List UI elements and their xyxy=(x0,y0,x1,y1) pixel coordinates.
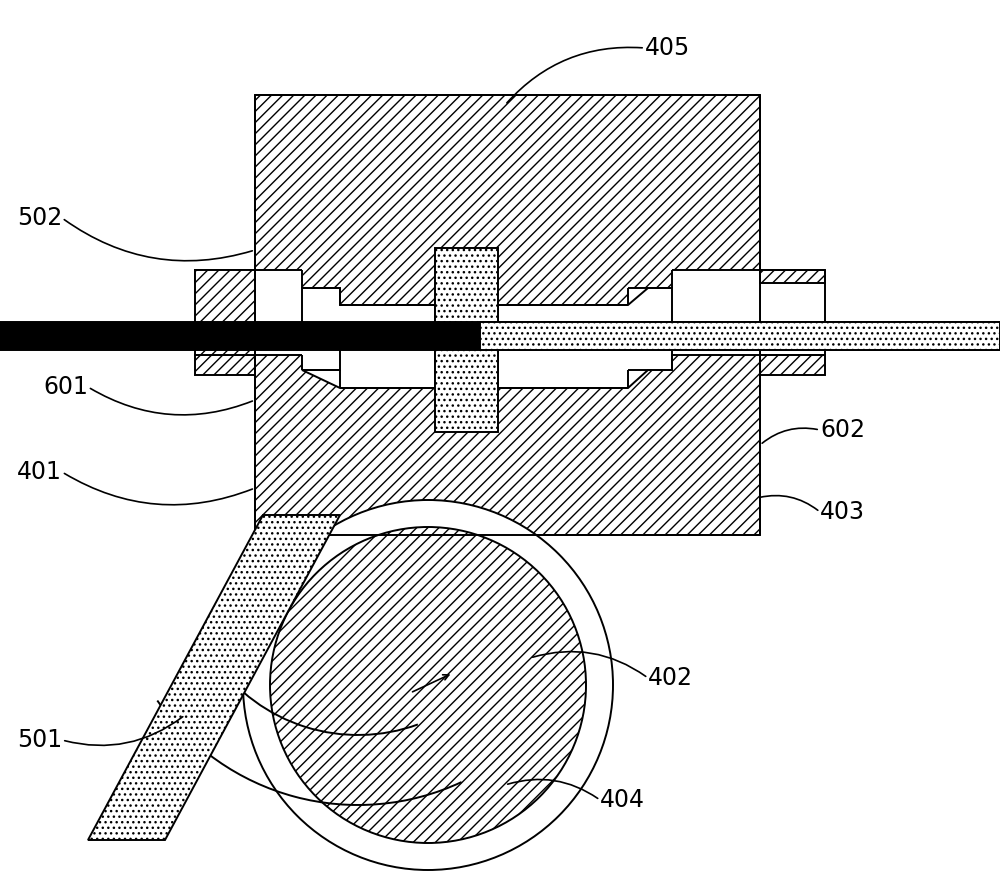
Polygon shape xyxy=(498,305,628,330)
Polygon shape xyxy=(760,355,825,375)
Text: 402: 402 xyxy=(648,666,693,690)
Polygon shape xyxy=(340,305,435,330)
Polygon shape xyxy=(302,288,435,330)
Text: 405: 405 xyxy=(645,36,690,60)
Text: 601: 601 xyxy=(43,375,88,399)
Text: 602: 602 xyxy=(820,418,865,442)
Polygon shape xyxy=(435,248,498,432)
Polygon shape xyxy=(195,355,255,375)
Polygon shape xyxy=(195,270,255,330)
Polygon shape xyxy=(195,270,255,283)
Bar xyxy=(0,322,480,350)
Polygon shape xyxy=(628,330,672,370)
Polygon shape xyxy=(498,330,628,388)
Text: 501: 501 xyxy=(17,728,62,752)
Polygon shape xyxy=(255,330,760,535)
Polygon shape xyxy=(195,330,255,355)
Circle shape xyxy=(243,500,613,870)
Polygon shape xyxy=(760,322,825,338)
Polygon shape xyxy=(302,288,340,330)
Polygon shape xyxy=(498,330,672,388)
Polygon shape xyxy=(628,288,672,330)
Text: 502: 502 xyxy=(17,206,62,230)
Polygon shape xyxy=(672,270,760,330)
Text: 401: 401 xyxy=(17,460,62,484)
Polygon shape xyxy=(760,270,825,283)
Polygon shape xyxy=(672,330,760,355)
Polygon shape xyxy=(255,270,302,330)
Circle shape xyxy=(270,527,586,843)
Polygon shape xyxy=(498,288,672,330)
Polygon shape xyxy=(88,515,340,840)
Polygon shape xyxy=(340,330,435,388)
Text: 403: 403 xyxy=(820,500,865,524)
Polygon shape xyxy=(302,330,435,388)
Polygon shape xyxy=(302,330,340,370)
Text: 404: 404 xyxy=(600,788,645,812)
Polygon shape xyxy=(255,95,760,330)
Polygon shape xyxy=(255,330,302,355)
Bar xyxy=(480,322,1000,350)
